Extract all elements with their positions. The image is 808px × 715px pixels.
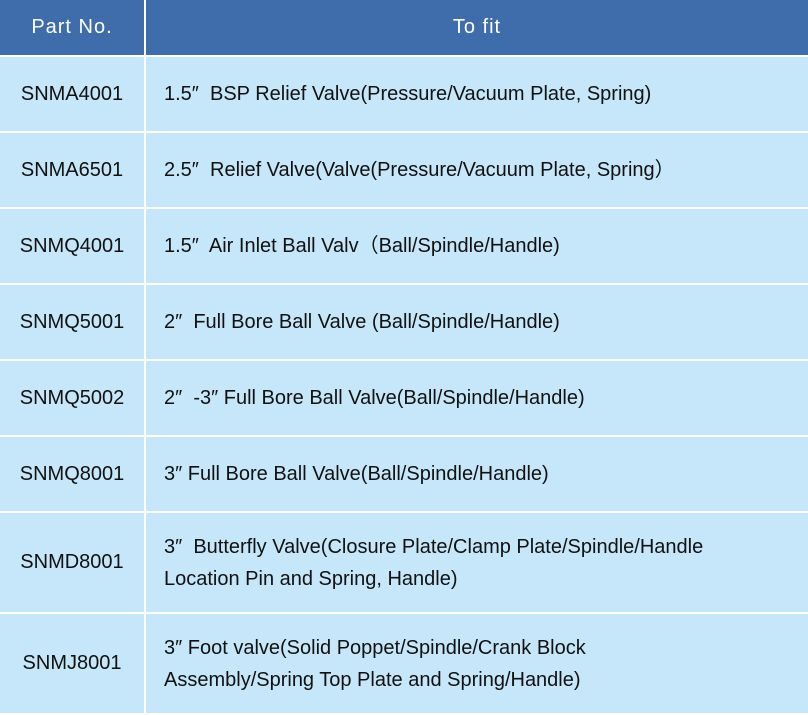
part-number-cell: SNMD8001 xyxy=(0,513,144,612)
to-fit-cell: 1.5″ Air Inlet Ball Valv（Ball/Spindle/Ha… xyxy=(146,209,808,283)
table-row: SNMA6501 2.5″ Relief Valve(Valve(Pressure… xyxy=(0,133,808,207)
part-number-cell: SNMJ8001 xyxy=(0,614,144,713)
to-fit-cell: 3″ Full Bore Ball Valve(Ball/Spindle/Han… xyxy=(146,437,808,511)
to-fit-cell: 1.5″ BSP Relief Valve(Pressure/Vacuum Pl… xyxy=(146,57,808,131)
to-fit-line: 2.5″ Relief Valve(Valve(Pressure/Vacuum … xyxy=(164,159,675,181)
table-row: SNMQ5002 2″ -3″ Full Bore Ball Valve(Ball… xyxy=(0,361,808,435)
part-number-cell: SNMQ8001 xyxy=(0,437,144,511)
table-row: SNMQ8001 3″ Full Bore Ball Valve(Ball/Spi… xyxy=(0,437,808,511)
table-row: SNMA4001 1.5″ BSP Relief Valve(Pressure/V… xyxy=(0,57,808,131)
table-row: SNMQ5001 2″ Full Bore Ball Valve (Ball/Sp… xyxy=(0,285,808,359)
to-fit-line: 3″ Butterfly Valve(Closure Plate/Clamp P… xyxy=(164,535,704,558)
to-fit-cell: 3″ Butterfly Valve(Closure Plate/Clamp P… xyxy=(146,513,808,612)
to-fit-cell: 2″ -3″ Full Bore Ball Valve(Ball/Spindle… xyxy=(146,361,808,435)
part-number-cell: SNMQ4001 xyxy=(0,209,144,283)
part-number-cell: SNMA6501 xyxy=(0,133,144,207)
to-fit-line: Assembly/Spring Top Plate and Spring/Han… xyxy=(164,668,581,691)
table-row: SNMQ4001 1.5″ Air Inlet Ball Valv（Ball/Sp… xyxy=(0,209,808,283)
to-fit-line: Location Pin and Spring, Handle) xyxy=(164,567,458,590)
table-row: SNMJ8001 3″ Foot valve(Solid Poppet/Spind… xyxy=(0,614,808,713)
to-fit-line: 1.5″ Air Inlet Ball Valv（Ball/Spindle/Ha… xyxy=(164,235,560,257)
to-fit-line: 3″ Foot valve(Solid Poppet/Spindle/Crank… xyxy=(164,636,586,659)
table-body: SNMA4001 1.5″ BSP Relief Valve(Pressure/V… xyxy=(0,57,808,713)
to-fit-cell: 2.5″ Relief Valve(Valve(Pressure/Vacuum … xyxy=(146,133,808,207)
part-number-cell: SNMQ5002 xyxy=(0,361,144,435)
table-row: SNMD8001 3″ Butterfly Valve(Closure Plate… xyxy=(0,513,808,612)
to-fit-cell: 3″ Foot valve(Solid Poppet/Spindle/Crank… xyxy=(146,614,808,713)
to-fit-line: 3″ Full Bore Ball Valve(Ball/Spindle/Han… xyxy=(164,463,549,485)
part-number-cell: SNMA4001 xyxy=(0,57,144,131)
to-fit-line: 2″ -3″ Full Bore Ball Valve(Ball/Spindle… xyxy=(164,387,585,409)
header-part-no: Part No. xyxy=(0,0,144,55)
to-fit-line: 2″ Full Bore Ball Valve (Ball/Spindle/Ha… xyxy=(164,311,560,333)
to-fit-cell: 2″ Full Bore Ball Valve (Ball/Spindle/Ha… xyxy=(146,285,808,359)
to-fit-line: 1.5″ BSP Relief Valve(Pressure/Vacuum Pl… xyxy=(164,83,652,105)
part-number-cell: SNMQ5001 xyxy=(0,285,144,359)
header-row: Part No. To fit xyxy=(0,0,808,55)
header-to-fit: To fit xyxy=(146,0,808,55)
